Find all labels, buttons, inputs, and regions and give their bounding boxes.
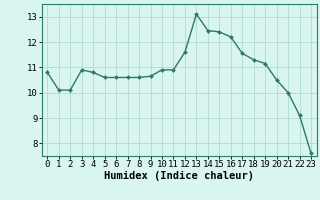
X-axis label: Humidex (Indice chaleur): Humidex (Indice chaleur) bbox=[104, 171, 254, 181]
